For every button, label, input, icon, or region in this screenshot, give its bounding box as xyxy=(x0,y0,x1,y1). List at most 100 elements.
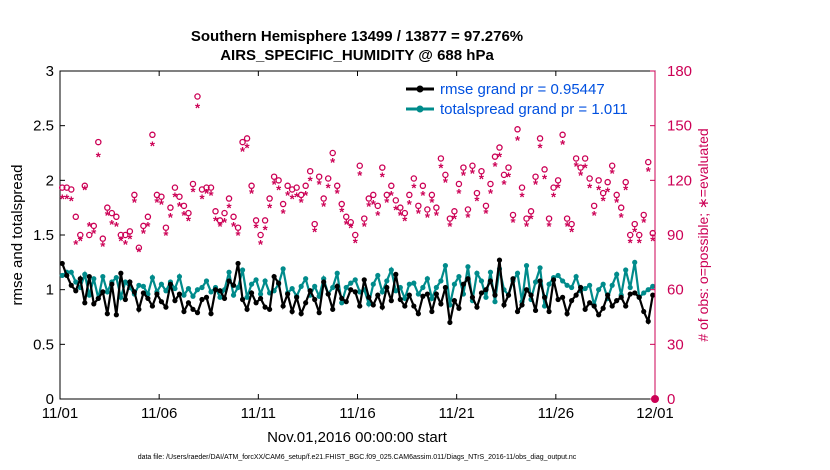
legend-rmse-marker xyxy=(416,85,424,93)
spread-point xyxy=(113,275,119,281)
rmse-point xyxy=(77,276,83,282)
spread-point xyxy=(627,284,633,291)
obs-possible-point xyxy=(437,155,445,162)
obs-evaluated-point: * xyxy=(272,177,278,192)
x-tick-label: 11/06 xyxy=(141,405,177,422)
rmse-point xyxy=(397,296,403,303)
obs-possible-point xyxy=(149,131,156,139)
rmse-point xyxy=(127,279,133,285)
spread-point xyxy=(257,291,264,297)
spread-point xyxy=(532,279,539,285)
obs-evaluated-point: * xyxy=(118,233,124,248)
obs-possible-point xyxy=(536,135,544,142)
rmse-point xyxy=(564,311,570,317)
obs-possible-point xyxy=(275,177,282,184)
rmse-point xyxy=(550,277,557,283)
obs-possible-point xyxy=(293,184,300,191)
obs-evaluated-point: * xyxy=(82,182,88,197)
obs-evaluated-point: * xyxy=(650,233,656,248)
rmse-point xyxy=(253,300,259,306)
obs-possible-point xyxy=(131,191,138,199)
obs-evaluated-point: * xyxy=(438,161,444,176)
rmse-point xyxy=(415,311,421,317)
obs-evaluated-point: * xyxy=(195,100,201,115)
spread-point xyxy=(230,292,237,298)
spread-point xyxy=(262,278,268,284)
spread-point xyxy=(546,281,552,287)
x-tick-label: 11/11 xyxy=(241,405,276,422)
obs-evaluated-point: * xyxy=(357,168,363,183)
obs-possible-point xyxy=(509,211,517,219)
spread-point xyxy=(140,283,146,289)
rmse-point xyxy=(623,303,629,309)
obs-possible-point xyxy=(221,209,228,217)
rmse-point xyxy=(122,296,128,303)
rmse-point xyxy=(636,294,642,300)
obs-evaluated-point: * xyxy=(578,168,584,183)
spread-point xyxy=(424,276,430,282)
rmse-point xyxy=(325,291,331,297)
spread-point xyxy=(289,285,295,292)
obs-possible-point xyxy=(572,155,580,162)
obs-evaluated-point: * xyxy=(258,237,264,252)
obs-evaluated-point: * xyxy=(222,215,228,230)
obs-possible-point xyxy=(95,138,102,146)
obs-possible-point xyxy=(270,173,278,180)
obs-possible-point xyxy=(541,166,548,173)
obs-possible-point xyxy=(392,197,400,204)
obs-possible-point xyxy=(635,231,643,239)
obs-evaluated-point: * xyxy=(623,182,629,197)
rmse-point xyxy=(104,311,110,317)
obs-possible-point xyxy=(302,182,309,190)
obs-possible-point xyxy=(113,213,120,221)
obs-evaluated-point: * xyxy=(474,193,480,208)
obs-possible-point xyxy=(424,206,431,213)
obs-possible-point xyxy=(568,220,575,228)
rmse-point xyxy=(294,294,300,300)
obs-possible-point xyxy=(383,191,391,199)
rmse-point xyxy=(59,260,65,267)
rmse-point xyxy=(442,284,448,291)
rmse-point xyxy=(343,299,349,305)
obs-possible-point xyxy=(194,93,201,100)
obs-evaluated-point: * xyxy=(601,193,607,208)
obs-possible-point xyxy=(595,177,602,184)
obs-possible-point xyxy=(554,177,562,184)
spread-point xyxy=(181,292,187,298)
spread-point xyxy=(582,285,588,292)
obs-possible-point xyxy=(451,208,458,215)
rmse-spread-series xyxy=(59,257,656,326)
obs-possible-point xyxy=(234,224,242,231)
rmse-point xyxy=(239,296,246,303)
rmse-point xyxy=(406,292,412,298)
obs-possible-point xyxy=(581,155,589,162)
obs-possible-point xyxy=(351,231,359,239)
spread-point xyxy=(330,284,336,291)
rmse-point xyxy=(388,298,394,304)
spread-point xyxy=(569,284,575,291)
rmse-point xyxy=(492,292,498,298)
spread-point xyxy=(379,289,385,295)
obs-evaluated-point: * xyxy=(204,186,210,201)
obs-possible-point xyxy=(644,158,652,166)
obs-possible-point xyxy=(108,209,116,217)
rmse-point xyxy=(244,306,250,312)
obs-evaluated-point: * xyxy=(64,192,70,207)
spread-point xyxy=(104,289,110,295)
x-axis-label: Nov.01,2016 00:00:00 start xyxy=(267,429,448,446)
obs-possible-point xyxy=(279,200,287,208)
obs-possible-point xyxy=(514,126,521,133)
obs-evaluated-point: * xyxy=(303,188,309,203)
spread-point xyxy=(559,278,566,284)
spread-point xyxy=(298,283,304,289)
obs-evaluated-point: * xyxy=(213,213,219,228)
rmse-point xyxy=(587,300,593,306)
y-axis-label-right: # of obs: o=possible; ∗=evaluated xyxy=(695,128,711,341)
spread-point xyxy=(523,263,530,269)
obs-evaluated-point: * xyxy=(263,223,269,238)
x-tick-label: 12/01 xyxy=(636,405,674,422)
rmse-point xyxy=(429,308,435,315)
obs-evaluated-point: * xyxy=(353,235,359,250)
obs-evaluated-point: * xyxy=(177,199,183,214)
obs-possible-point xyxy=(505,164,512,171)
